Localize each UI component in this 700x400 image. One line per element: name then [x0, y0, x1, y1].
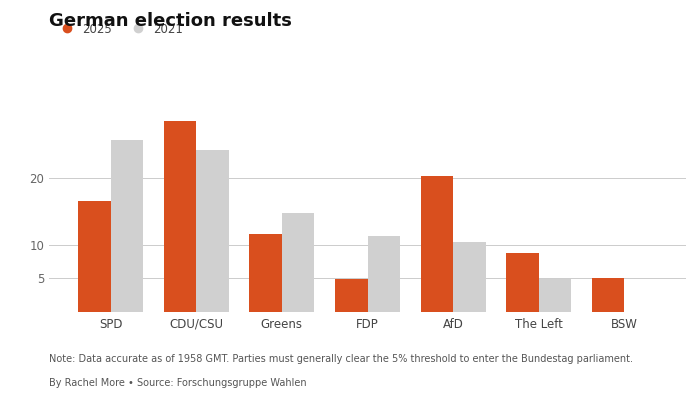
Text: By Rachel More • Source: Forschungsgruppe Wahlen: By Rachel More • Source: Forschungsgrupp… — [49, 378, 307, 388]
Bar — [592, 278, 624, 312]
Text: German election results: German election results — [49, 12, 292, 30]
Bar — [506, 253, 539, 312]
Bar — [164, 121, 196, 312]
Bar — [335, 279, 368, 312]
Bar — [539, 279, 571, 312]
Bar — [368, 236, 400, 312]
Bar — [282, 213, 314, 312]
Bar — [111, 140, 143, 312]
Text: Note: Data accurate as of 1958 GMT. Parties must generally clear the 5% threshol: Note: Data accurate as of 1958 GMT. Part… — [49, 354, 633, 364]
Bar — [249, 234, 282, 312]
Bar — [196, 150, 229, 312]
Bar — [421, 176, 453, 312]
Legend: 2025, 2021: 2025, 2021 — [55, 22, 183, 36]
Bar — [453, 242, 486, 312]
Bar — [78, 201, 111, 312]
